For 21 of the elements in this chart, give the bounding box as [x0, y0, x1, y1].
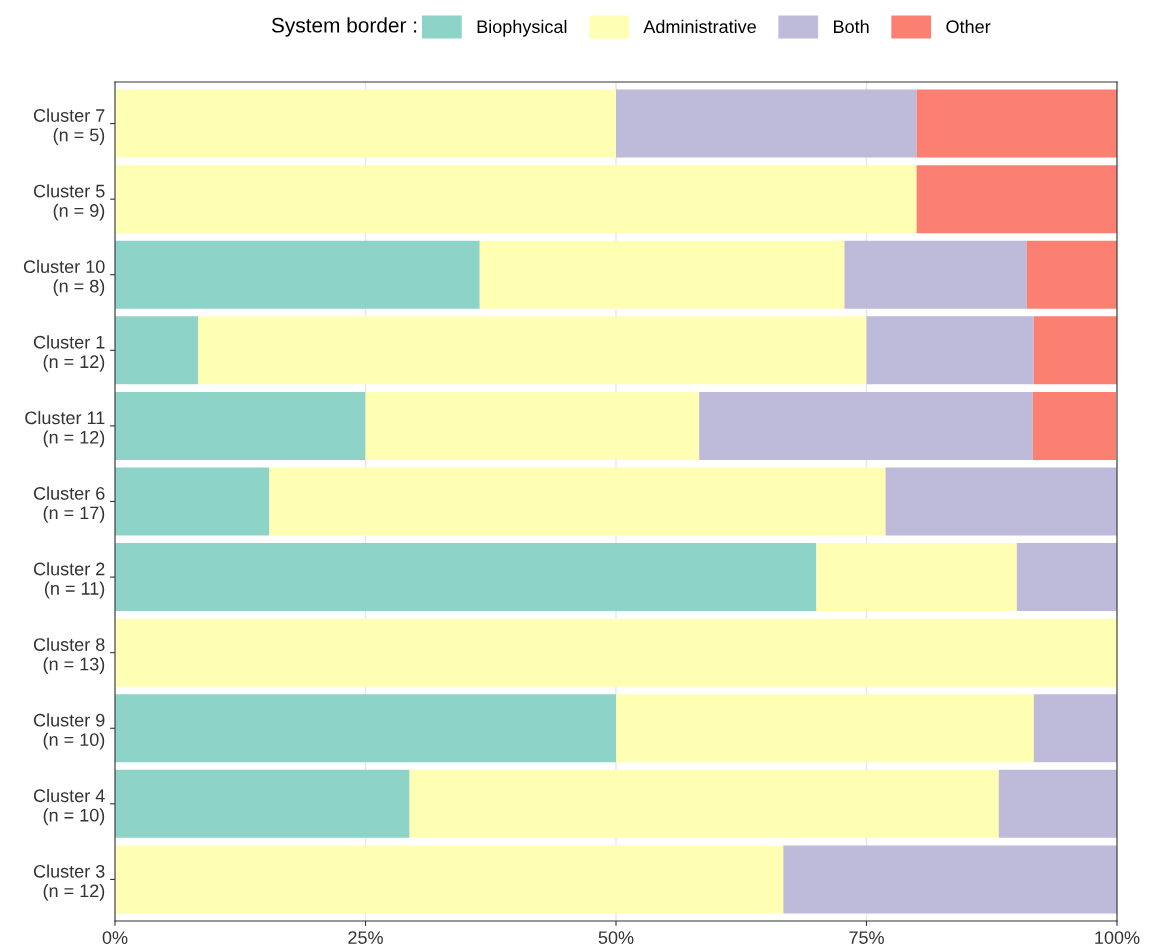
y-tick-label: Cluster 1 (n = 12)	[33, 335, 105, 372]
y-tick-label: Cluster 2 (n = 11)	[33, 562, 105, 599]
legend-label: Other	[946, 19, 991, 34]
y-tick-label: Cluster 3 (n = 12)	[33, 864, 105, 901]
x-tick-label: 50%	[598, 931, 634, 944]
legend-title: System border :	[271, 17, 417, 37]
legend-label: Administrative	[643, 19, 756, 34]
y-tick-label: Cluster 7 (n = 5)	[33, 108, 105, 145]
legend-label: Biophysical	[477, 19, 567, 37]
y-tick-label: Cluster 9 (n = 10)	[33, 713, 105, 750]
legend-label: Both	[834, 19, 869, 34]
y-tick-label: Cluster 6 (n = 17)	[33, 486, 105, 523]
x-tick-label: 75%	[849, 931, 884, 944]
y-tick-label: Cluster 8 (n = 13)	[33, 637, 105, 674]
y-tick-label: Cluster 5 (n = 9)	[33, 184, 105, 221]
y-tick-label: Cluster 4 (n = 10)	[33, 788, 105, 826]
x-tick-label: 25%	[348, 931, 383, 944]
x-tick-label: 100%	[1095, 931, 1140, 944]
y-tick-label: Cluster 11 (n = 12)	[25, 410, 105, 448]
y-tick-label: Cluster 10 (n = 8)	[23, 259, 105, 297]
x-tick-label: 0%	[102, 931, 128, 944]
